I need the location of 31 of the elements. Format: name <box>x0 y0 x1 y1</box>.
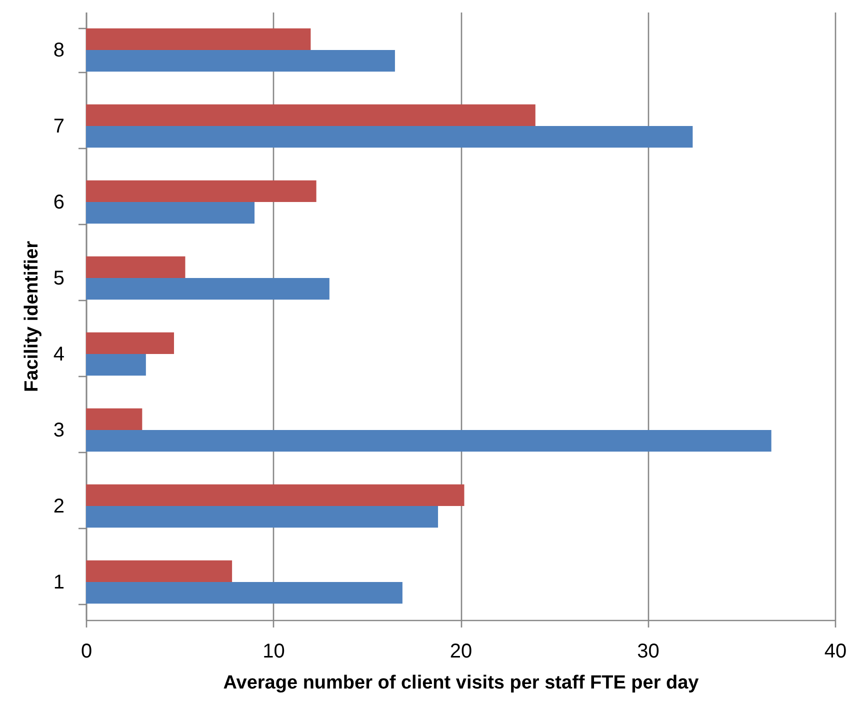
bar <box>86 484 464 506</box>
x-tick-label: 20 <box>450 640 472 662</box>
bar <box>86 126 693 148</box>
bar <box>86 332 174 354</box>
bar <box>86 506 438 528</box>
y-tick-label: 7 <box>53 116 64 138</box>
x-tick-label: 30 <box>637 640 660 662</box>
y-axis-title: Facility identifier <box>21 240 42 392</box>
y-tick-label: 6 <box>53 192 64 214</box>
x-axis-title: Average number of client visits per staff FTE per day <box>223 672 700 694</box>
bar <box>86 408 142 430</box>
bar <box>86 202 255 224</box>
bar <box>86 278 330 300</box>
y-tick-label: 1 <box>53 572 64 594</box>
x-tick-label: 40 <box>824 640 847 662</box>
y-tick-label: 8 <box>53 40 64 62</box>
bar <box>86 354 146 376</box>
x-tick-label: 10 <box>262 640 285 662</box>
x-tick-label: 0 <box>80 640 92 662</box>
bar <box>86 430 772 452</box>
y-tick-label: 5 <box>53 268 64 290</box>
bar <box>86 180 316 202</box>
bar <box>86 582 402 604</box>
bar <box>86 50 395 72</box>
bar <box>86 256 186 278</box>
y-tick-label: 2 <box>53 496 64 518</box>
y-tick-label: 3 <box>53 420 64 442</box>
bar <box>86 104 536 126</box>
bar <box>86 560 232 582</box>
bar <box>86 28 311 50</box>
y-tick-label: 4 <box>53 344 64 366</box>
